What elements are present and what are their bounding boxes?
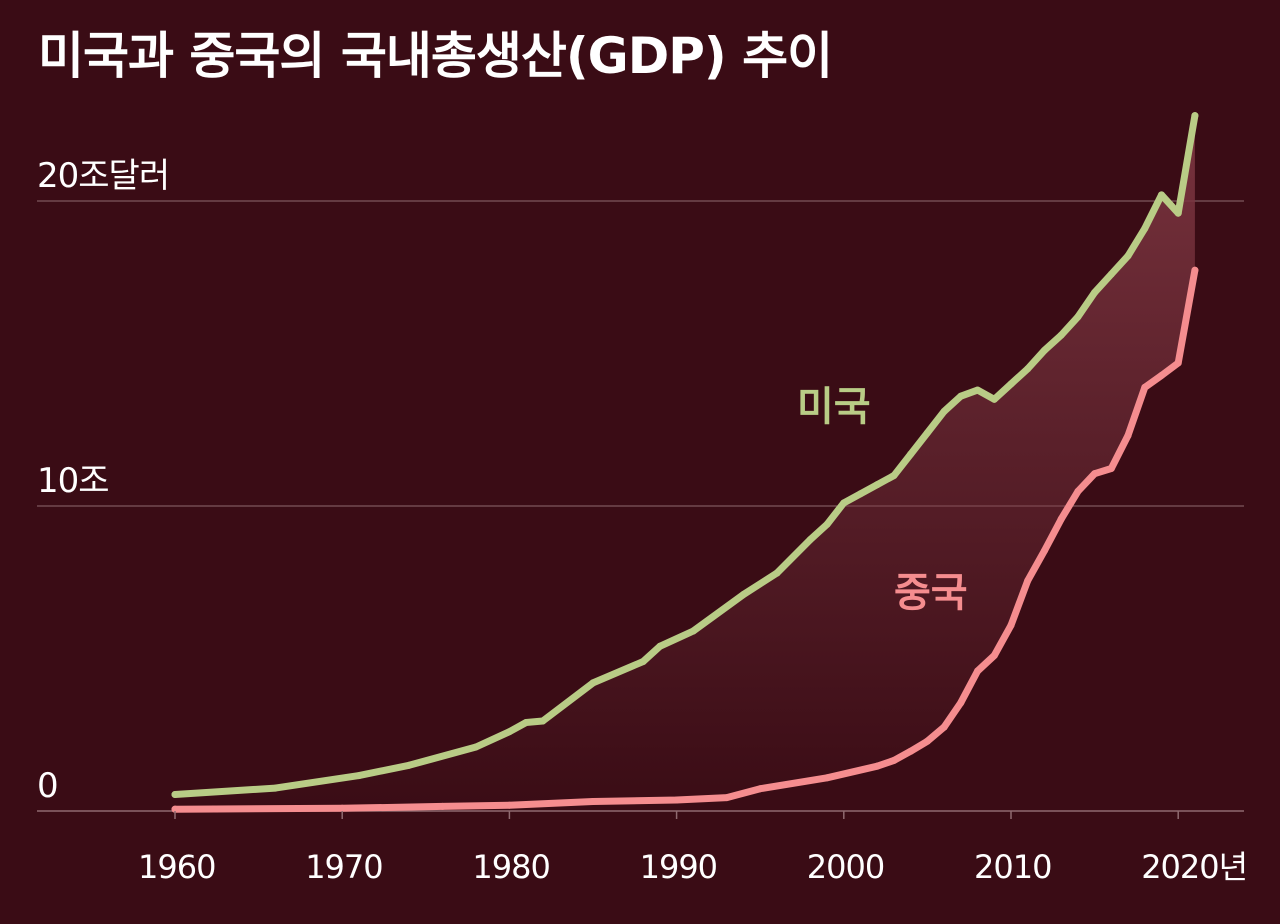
- china-series-point: [990, 651, 998, 659]
- china-series-point: [1040, 547, 1048, 555]
- us-series-point: [539, 717, 547, 725]
- us-series-point: [923, 429, 931, 437]
- china-series-point: [1141, 383, 1149, 391]
- us-series-point: [1107, 270, 1115, 278]
- us-series-point: [1091, 289, 1099, 296]
- us-series-point: [656, 642, 664, 650]
- x-tick-label: 1990: [640, 848, 717, 886]
- china-series-point: [756, 785, 764, 793]
- us-series-point: [1024, 365, 1032, 373]
- china-series-point: [1191, 266, 1199, 274]
- us-series-point: [957, 392, 965, 400]
- china-series-point: [1024, 577, 1032, 585]
- china-series-point: [890, 756, 898, 764]
- y-tick-label: 0: [37, 766, 58, 806]
- us-series-point: [940, 407, 948, 415]
- china-series-point: [1074, 487, 1082, 495]
- china-series-point: [957, 699, 965, 707]
- us-series-point: [739, 590, 747, 598]
- china-series-point: [505, 801, 513, 809]
- us-series-point: [505, 728, 513, 736]
- chart-title: 미국과 중국의 국내총생산(GDP) 추이: [38, 27, 833, 85]
- y-axis-ticks: 0 10조 20조달러: [37, 156, 170, 806]
- china-series-point: [1174, 359, 1182, 367]
- us-series-point: [1040, 346, 1048, 354]
- y-tick-label: 10조: [37, 461, 109, 501]
- china-series-point: [1107, 464, 1115, 472]
- china-series-point: [723, 794, 731, 802]
- china-series-point: [974, 667, 982, 675]
- us-series-point: [589, 679, 597, 687]
- china-series-point: [1091, 470, 1099, 478]
- china-series-point: [923, 737, 931, 745]
- us-series-point: [1191, 112, 1199, 120]
- us-series-point: [355, 772, 363, 780]
- us-series-point: [907, 450, 915, 458]
- us-series-point: [990, 395, 998, 403]
- us-series-point: [823, 520, 831, 528]
- series-lines: [171, 112, 1199, 813]
- us-series-point: [806, 536, 814, 544]
- us-series-point: [171, 791, 179, 799]
- x-tick-label: 2010: [974, 848, 1051, 886]
- us-series-point: [1157, 191, 1165, 199]
- china-series-point: [673, 796, 681, 804]
- china-series-point: [823, 774, 831, 782]
- x-tick-label: 1970: [305, 848, 382, 886]
- us-series-point: [689, 627, 697, 635]
- us-series-point: [1174, 209, 1182, 217]
- china-series-point: [1007, 621, 1015, 629]
- china-series-point: [1124, 432, 1132, 440]
- us-series-label: 미국: [797, 384, 871, 430]
- us-series-point: [271, 784, 279, 792]
- us-series-point: [1074, 313, 1082, 321]
- us-series-point: [1007, 380, 1015, 388]
- us-series-point: [840, 499, 848, 507]
- x-tick-label: 2000: [807, 848, 884, 886]
- x-tick-label: 1980: [472, 848, 549, 886]
- china-series-point: [589, 798, 597, 806]
- china-series-point: [940, 723, 948, 731]
- x-tick-label: 2020년: [1141, 848, 1247, 886]
- x-axis-ticks: 1960 1970 1980 1990 2000 2010 2020년: [138, 811, 1248, 886]
- china-series-label: 중국: [894, 570, 968, 616]
- y-tick-label: 20조달러: [37, 156, 169, 196]
- china-series-point: [1157, 371, 1165, 379]
- us-series-point: [773, 569, 781, 577]
- us-series-point: [405, 761, 413, 769]
- us-series-point: [974, 386, 982, 394]
- china-series-point: [171, 805, 179, 813]
- us-series-point: [857, 490, 865, 498]
- us-series-point: [890, 472, 898, 479]
- us-series-point: [1124, 252, 1132, 260]
- china-series-point: [338, 804, 346, 812]
- china-series-point: [873, 762, 881, 770]
- us-series-point: [639, 658, 647, 666]
- china-series-point: [439, 802, 447, 810]
- us-series-point: [1057, 331, 1065, 339]
- x-tick-label: 1960: [138, 848, 215, 886]
- us-series-point: [1141, 224, 1149, 232]
- china-series-point: [1057, 515, 1065, 523]
- china-series-point: [907, 747, 915, 755]
- us-series-point: [522, 719, 530, 727]
- us-series-point: [472, 743, 480, 751]
- gap-area: [175, 115, 1195, 810]
- area-fill: [175, 115, 1195, 810]
- us-series-point: [873, 481, 881, 489]
